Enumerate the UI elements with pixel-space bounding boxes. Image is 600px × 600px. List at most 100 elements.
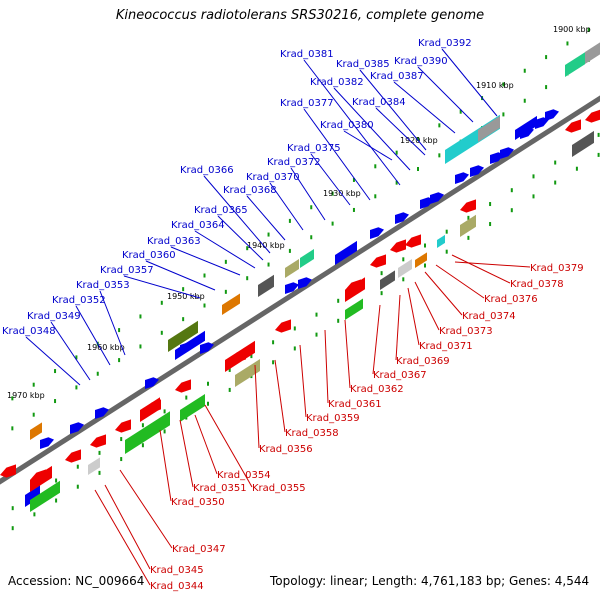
gene-label-forward[interactable]: Krad_0366	[180, 165, 234, 176]
gene-label-forward[interactable]: Krad_0368	[223, 185, 277, 196]
gene-label-reverse[interactable]: Krad_0378	[510, 279, 564, 290]
reverse-gene-arrow[interactable]	[115, 419, 131, 433]
reverse-gene-block-khaki[interactable]	[235, 359, 260, 387]
gene-label-reverse[interactable]: Krad_0344	[150, 581, 204, 592]
reverse-gene-block[interactable]	[30, 465, 52, 492]
forward-gene-arrow[interactable]	[395, 212, 409, 224]
reverse-gene-arrow[interactable]	[275, 319, 291, 333]
gene-label-reverse[interactable]: Krad_0374	[462, 311, 516, 322]
reverse-gene-block[interactable]	[345, 277, 365, 302]
reverse-gene-block-green[interactable]	[125, 411, 170, 454]
gene-label-reverse[interactable]: Krad_0361	[328, 399, 382, 410]
gene-label-forward[interactable]: Krad_0385	[336, 59, 390, 70]
reverse-gene-block-lightgray[interactable]	[88, 457, 100, 475]
track-dot	[424, 243, 426, 248]
forward-gene-block-orange[interactable]	[30, 422, 42, 440]
forward-gene-arrow[interactable]	[40, 437, 54, 449]
reverse-gene-block[interactable]	[140, 397, 160, 422]
forward-gene-arrow[interactable]	[200, 342, 214, 354]
gene-label-forward[interactable]: Krad_0360	[122, 250, 176, 261]
forward-gene-block-olive[interactable]	[168, 320, 198, 352]
reverse-gene-block-khaki[interactable]	[460, 214, 476, 237]
forward-gene-block-orange[interactable]	[222, 293, 240, 315]
gene-label-forward[interactable]: Krad_0392	[418, 38, 472, 49]
gene-label-reverse[interactable]: Krad_0355	[252, 483, 306, 494]
forward-gene-block-khaki[interactable]	[285, 259, 299, 278]
forward-gene-arrow[interactable]	[70, 422, 84, 434]
reverse-gene-arrow[interactable]	[90, 434, 106, 448]
gene-label-forward[interactable]: Krad_0348	[2, 326, 56, 337]
track-dot	[32, 382, 35, 387]
gene-label-forward[interactable]: Krad_0353	[76, 280, 130, 291]
forward-gene-block-green[interactable]	[565, 52, 585, 77]
gene-label-reverse[interactable]: Krad_0362	[350, 384, 404, 395]
reverse-gene-block-cyan[interactable]	[437, 234, 445, 248]
gene-label-forward[interactable]: Krad_0372	[267, 157, 321, 168]
forward-gene-block[interactable]	[515, 115, 537, 140]
forward-gene-arrow[interactable]	[145, 377, 159, 389]
forward-gene-arrow[interactable]	[430, 192, 444, 204]
forward-gene-arrow[interactable]	[95, 407, 109, 419]
gene-label-reverse[interactable]: Krad_0351	[193, 483, 247, 494]
reverse-gene-arrow[interactable]	[405, 234, 421, 248]
forward-gene-arrow[interactable]	[500, 147, 514, 159]
forward-gene-arrow[interactable]	[545, 109, 559, 121]
reverse-gene-arrow[interactable]	[0, 464, 16, 478]
reverse-gene-block-gray[interactable]	[380, 270, 395, 290]
reverse-gene-block-green[interactable]	[180, 394, 205, 422]
gene-label-reverse[interactable]: Krad_0358	[285, 428, 339, 439]
reverse-gene-arrow[interactable]	[390, 239, 406, 253]
forward-gene-block[interactable]	[175, 330, 205, 360]
forward-gene-arrow[interactable]	[370, 227, 384, 239]
gene-label-forward[interactable]: Krad_0357	[100, 265, 154, 276]
gene-label-reverse[interactable]: Krad_0345	[150, 565, 204, 576]
forward-gene-block-green[interactable]	[300, 249, 314, 268]
gene-label-forward[interactable]: Krad_0382	[310, 77, 364, 88]
gene-label-forward[interactable]: Krad_0387	[370, 71, 424, 82]
gene-label-forward[interactable]: Krad_0380	[320, 120, 374, 131]
reverse-gene-block-gray[interactable]	[572, 130, 594, 157]
gene-label-reverse[interactable]: Krad_0359	[306, 413, 360, 424]
reverse-gene-arrow[interactable]	[370, 254, 386, 268]
reverse-gene-arrow[interactable]	[565, 119, 581, 133]
forward-gene-block[interactable]	[25, 485, 40, 507]
gene-label-reverse[interactable]: Krad_0379	[530, 263, 584, 274]
reverse-gene-block-green[interactable]	[345, 298, 363, 320]
forward-gene-block-gray[interactable]	[478, 115, 500, 142]
gene-label-forward[interactable]: Krad_0377	[280, 98, 334, 109]
reverse-gene-arrow[interactable]	[175, 379, 191, 393]
gene-label-forward[interactable]: Krad_0352	[52, 295, 106, 306]
forward-gene-arrow[interactable]	[470, 165, 484, 177]
forward-gene-block[interactable]	[335, 240, 357, 265]
forward-gene-block-gray[interactable]	[258, 274, 274, 297]
gene-label-reverse[interactable]: Krad_0347	[172, 544, 226, 555]
gene-label-forward[interactable]: Krad_0365	[194, 205, 248, 216]
reverse-gene-block-lightgray[interactable]	[398, 259, 412, 278]
forward-gene-arrow[interactable]	[298, 277, 312, 289]
gene-label-reverse[interactable]: Krad_0356	[259, 444, 313, 455]
gene-label-reverse[interactable]: Krad_0367	[373, 370, 427, 381]
gene-label-forward[interactable]: Krad_0364	[171, 220, 225, 231]
gene-label-reverse[interactable]: Krad_0354	[217, 470, 271, 481]
reverse-gene-arrow[interactable]	[460, 199, 476, 213]
gene-label-reverse[interactable]: Krad_0373	[439, 326, 493, 337]
gene-label-reverse[interactable]: Krad_0369	[396, 356, 450, 367]
gene-label-forward[interactable]: Krad_0349	[27, 311, 81, 322]
forward-gene-block-gray[interactable]	[585, 42, 600, 64]
gene-label-forward[interactable]: Krad_0384	[352, 97, 406, 108]
gene-label-forward[interactable]: Krad_0381	[280, 49, 334, 60]
reverse-gene-arrow[interactable]	[585, 109, 600, 123]
reverse-gene-arrow[interactable]	[65, 449, 81, 463]
gene-label-forward[interactable]: Krad_0375	[287, 143, 341, 154]
gene-label-reverse[interactable]: Krad_0371	[419, 341, 473, 352]
gene-label-reverse[interactable]: Krad_0350	[171, 497, 225, 508]
forward-gene-arrow[interactable]	[455, 172, 469, 184]
reverse-gene-block-orange[interactable]	[415, 252, 427, 268]
reverse-gene-block-green[interactable]	[30, 480, 60, 512]
gene-label-forward[interactable]: Krad_0370	[246, 172, 300, 183]
forward-gene-arrow[interactable]	[285, 282, 299, 294]
gene-label-forward[interactable]: Krad_0390	[394, 56, 448, 67]
reverse-gene-block[interactable]	[225, 340, 255, 372]
gene-label-forward[interactable]: Krad_0363	[147, 236, 201, 247]
gene-label-reverse[interactable]: Krad_0376	[484, 294, 538, 305]
